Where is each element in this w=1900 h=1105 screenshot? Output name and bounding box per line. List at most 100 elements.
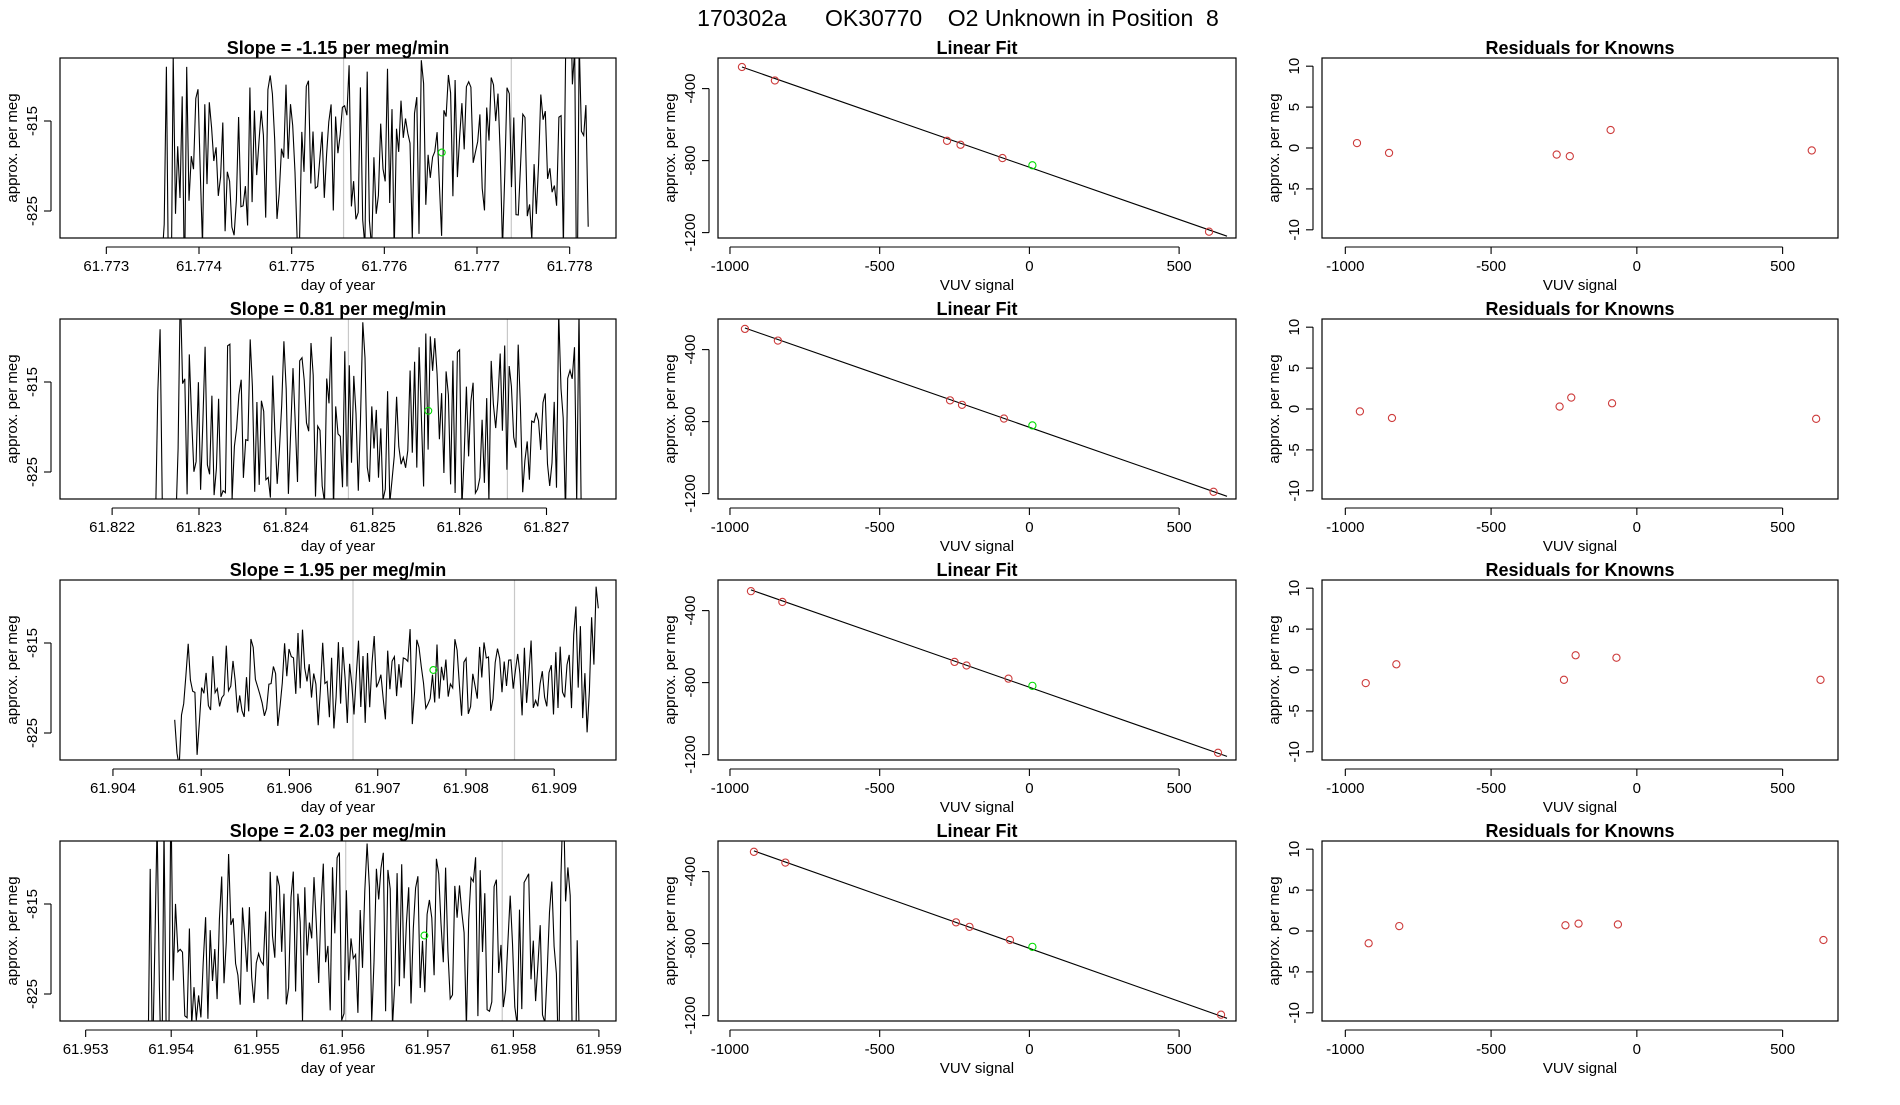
known-point	[950, 657, 959, 667]
x-tick-label: -1000	[711, 258, 749, 275]
panel-title: Slope = 2.03 per meg/min	[230, 821, 447, 841]
x-tick-label: -500	[865, 258, 895, 275]
y-axis-label: approx. per meg	[4, 93, 21, 202]
y-axis-label: approx. per meg	[4, 354, 21, 463]
y-axis-label: approx. per meg	[662, 354, 679, 463]
known-point	[1395, 921, 1404, 931]
y-axis-label: approx. per meg	[1266, 354, 1283, 463]
x-tick-label: 61.774	[176, 258, 222, 275]
known-point	[1559, 675, 1569, 684]
plot-area	[746, 587, 1228, 757]
x-tick-label: 61.777	[454, 258, 500, 275]
y-tick-label: -400	[682, 596, 699, 626]
y-axis-label: approx. per meg	[662, 876, 679, 985]
x-tick-label: 61.908	[443, 780, 489, 797]
unknown-point	[1028, 942, 1037, 951]
known-point	[1209, 487, 1218, 496]
plot-frame	[1321, 318, 1839, 500]
panel-title: Slope = -1.15 per meg/min	[227, 38, 450, 58]
known-point	[1574, 919, 1583, 928]
known-point	[951, 918, 961, 927]
panel-title: Linear Fit	[936, 821, 1017, 841]
y-tick-label: -10	[1286, 1002, 1303, 1024]
y-axis-label: approx. per meg	[4, 876, 21, 985]
x-tick-label: 61.907	[355, 780, 401, 797]
x-tick-label: 0	[1633, 519, 1641, 536]
x-tick-label: 500	[1770, 1041, 1795, 1058]
y-tick-label: -10	[1286, 480, 1303, 502]
y-tick-label: 10	[1286, 319, 1303, 336]
unknown-point	[420, 931, 429, 940]
known-point	[945, 396, 955, 405]
x-tick-label: 500	[1770, 258, 1795, 275]
x-tick-label: 61.778	[547, 258, 593, 275]
known-point	[1606, 125, 1615, 135]
y-axis-label: approx. per meg	[1266, 615, 1283, 724]
known-point	[740, 324, 750, 334]
plot-frame	[1321, 579, 1839, 761]
y-tick-label: -825	[24, 979, 41, 1009]
known-point	[1004, 674, 1013, 683]
y-tick-label: 0	[1286, 666, 1303, 674]
x-tick-label: 500	[1167, 258, 1192, 275]
x-tick-label: -1000	[1326, 519, 1364, 536]
y-tick-label: -400	[682, 335, 699, 365]
page-title: 170302a OK30770 O2 Unknown in Position 8	[697, 5, 1219, 31]
known-point	[737, 62, 747, 72]
y-tick-label: 10	[1286, 580, 1303, 597]
x-tick-label: 61.823	[176, 519, 222, 536]
plot-area	[1355, 393, 1821, 423]
y-tick-label: -5	[1286, 443, 1303, 456]
y-axis-label: approx. per meg	[4, 615, 21, 724]
plot-frame	[717, 57, 1237, 239]
known-point	[1216, 1010, 1226, 1019]
x-tick-label: 61.822	[89, 519, 135, 536]
plot-area	[740, 324, 1228, 497]
x-tick-label: 500	[1167, 780, 1192, 797]
panel-scatter-r0-c2: Residuals for Knowns -1000 -500 0 500 VUV sig…	[1266, 38, 1839, 294]
x-axis-label: day of year	[301, 277, 375, 294]
known-point	[1364, 939, 1373, 948]
x-axis-label: VUV signal	[1543, 277, 1617, 294]
panel-scatter-r1-c2: Residuals for Knowns -1000 -500 0 500 VUV sig…	[1266, 299, 1839, 555]
known-point	[781, 858, 790, 867]
y-tick-label: -800	[682, 146, 699, 176]
x-tick-label: 61.953	[63, 1041, 109, 1058]
x-tick-label: 61.826	[437, 519, 483, 536]
panel-line-r0-c0: Slope = -1.15 per meg/min 61.773 61.774 61.…	[4, 38, 617, 294]
known-point	[965, 922, 974, 932]
known-point	[1204, 227, 1214, 236]
x-axis-label: VUV signal	[940, 538, 1014, 555]
x-tick-label: 0	[1025, 258, 1033, 275]
known-point	[1607, 399, 1617, 408]
panel-scatter-r3-c1: Linear Fit -1000 -500 0 500 VUV signal -400 -80…	[662, 821, 1237, 1077]
x-tick-label: -500	[865, 519, 895, 536]
known-point	[1819, 935, 1828, 945]
y-axis-label: approx. per meg	[1266, 93, 1283, 202]
known-point	[999, 414, 1009, 423]
x-tick-label: 61.776	[361, 258, 407, 275]
x-tick-label: -1000	[711, 780, 749, 797]
x-axis-label: day of year	[301, 538, 375, 555]
known-point	[962, 661, 971, 670]
plot-area	[1361, 651, 1825, 688]
y-tick-label: 0	[1286, 144, 1303, 152]
x-tick-label: 61.956	[319, 1041, 365, 1058]
x-tick-label: -1000	[1326, 780, 1364, 797]
panel-title: Slope = 1.95 per meg/min	[230, 560, 447, 580]
unknown-point	[429, 666, 438, 674]
panel-scatter-r3-c2: Residuals for Knowns -1000 -500 0 500 VUV sig…	[1266, 821, 1839, 1077]
x-tick-label: 0	[1633, 258, 1641, 275]
panel-title: Residuals for Knowns	[1485, 821, 1674, 841]
y-tick-label: 0	[1286, 405, 1303, 413]
unknown-point	[1028, 421, 1037, 430]
panel-title: Linear Fit	[936, 560, 1017, 580]
signal-trace	[155, 319, 582, 499]
y-tick-label: 10	[1286, 841, 1303, 858]
plot-area	[1364, 919, 1828, 948]
x-tick-label: 61.827	[524, 519, 570, 536]
known-point	[770, 76, 780, 85]
known-point	[1561, 921, 1570, 930]
known-point	[1352, 138, 1362, 148]
